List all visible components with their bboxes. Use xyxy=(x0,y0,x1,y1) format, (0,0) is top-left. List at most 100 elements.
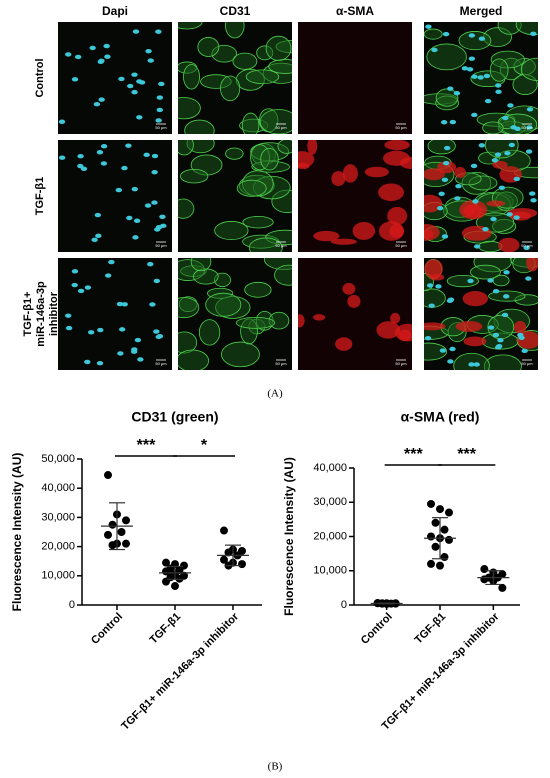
x-tick-label: TGF-β1+ miR-146a-3p inhibitor xyxy=(380,610,502,732)
cell-green xyxy=(197,37,220,57)
data-point xyxy=(436,561,444,570)
nucleus xyxy=(473,362,480,367)
x-tick-label-group: Control xyxy=(359,611,395,647)
nucleus xyxy=(506,212,513,217)
cell-red xyxy=(395,323,412,342)
nucleus xyxy=(472,199,479,204)
nucleus xyxy=(159,214,166,219)
micrograph: 50 μm xyxy=(298,258,412,370)
cell-red xyxy=(424,259,443,279)
nucleus xyxy=(503,270,510,275)
nucleus xyxy=(436,205,444,211)
nucleus xyxy=(118,76,125,82)
scale-bar-label: 50 μm xyxy=(275,243,287,248)
nucleus xyxy=(153,278,161,284)
cell-green xyxy=(489,58,509,82)
nucleus xyxy=(466,67,474,72)
nucleus xyxy=(77,163,84,169)
nucleus xyxy=(441,177,449,182)
nucleus xyxy=(144,203,152,208)
cell-green xyxy=(244,281,272,298)
cells xyxy=(424,140,538,252)
nucleus xyxy=(103,43,110,49)
cell-red xyxy=(298,162,310,170)
nucleus xyxy=(130,349,138,354)
nucleus xyxy=(484,98,492,104)
nucleus xyxy=(492,332,500,338)
nucleus xyxy=(155,29,162,34)
nucleus xyxy=(84,285,92,290)
nucleus xyxy=(91,237,98,242)
y-label: Fluorescence Intensity (AU) xyxy=(10,453,24,612)
row-label: Control xyxy=(34,58,46,97)
nucleus xyxy=(473,244,481,249)
nucleus xyxy=(147,58,154,63)
cell-red xyxy=(387,206,408,226)
nucleus xyxy=(151,169,158,175)
cell-green xyxy=(274,264,292,286)
cell-red xyxy=(507,207,538,219)
image-bg xyxy=(58,140,172,252)
cell-red xyxy=(390,312,401,324)
significance-label: *** xyxy=(404,446,423,463)
nucleus xyxy=(96,361,104,366)
micrograph: 50 μm xyxy=(298,22,412,134)
nucleus xyxy=(136,115,143,120)
cell-green xyxy=(482,121,504,134)
cell-green xyxy=(426,43,467,71)
cell-green xyxy=(259,109,292,134)
cell-red xyxy=(378,183,404,202)
scale-bar-label: 50 μm xyxy=(275,361,287,366)
cell-green xyxy=(220,75,241,102)
scale-bar-label: 50 μm xyxy=(395,125,407,130)
nucleus xyxy=(492,288,500,294)
image-bg xyxy=(298,22,412,134)
x-tick-label-group: TGF-β1 xyxy=(412,611,448,647)
y-tick-label: 40,000 xyxy=(41,482,75,494)
nucleus xyxy=(89,45,96,51)
micrograph: 50 μm xyxy=(424,140,538,252)
chart-title: α-SMA (red) xyxy=(401,409,480,425)
cell-red xyxy=(384,140,410,151)
nucleus xyxy=(494,152,502,157)
nucleus xyxy=(447,297,455,302)
cell-green xyxy=(446,274,479,288)
data-point xyxy=(104,530,112,539)
cell-green xyxy=(435,88,459,107)
nucleus xyxy=(523,245,530,251)
nucleus xyxy=(438,191,445,196)
data-point xyxy=(427,499,435,508)
nucleus xyxy=(117,351,124,356)
cell-green xyxy=(183,64,200,90)
cell-red xyxy=(383,150,410,166)
nucleus xyxy=(490,216,497,222)
nucleus xyxy=(115,187,123,193)
column-header: α-SMA xyxy=(336,4,374,18)
nucleus xyxy=(425,24,432,29)
cell-red xyxy=(424,224,440,241)
nucleus xyxy=(121,165,128,171)
nucleus xyxy=(100,144,108,149)
cell-red xyxy=(298,314,305,328)
data-point xyxy=(480,565,489,574)
cell-red xyxy=(463,336,487,347)
nucleus xyxy=(104,273,112,278)
scale-bar-label: 50 μm xyxy=(521,125,533,130)
nucleus xyxy=(96,150,104,155)
nucleus xyxy=(58,155,66,160)
data-point xyxy=(498,583,507,592)
nucleus xyxy=(97,59,104,64)
nucleus xyxy=(131,89,138,95)
nucleus xyxy=(470,163,478,169)
nucleus xyxy=(65,313,72,318)
data-point xyxy=(436,505,444,514)
data-point xyxy=(104,471,112,480)
cells xyxy=(178,140,292,252)
data-point xyxy=(122,539,130,548)
nucleus xyxy=(71,269,79,274)
data-point xyxy=(220,555,228,564)
nucleus xyxy=(525,276,532,281)
nucleus xyxy=(131,186,138,192)
cell-green xyxy=(245,69,280,85)
